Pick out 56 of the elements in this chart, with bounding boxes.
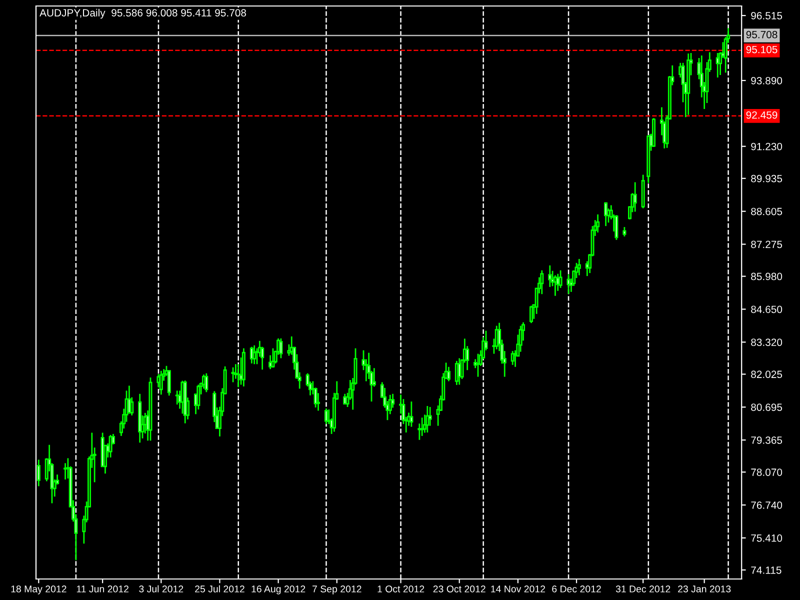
- y-tick-label: 75.410: [751, 534, 782, 542]
- candlestick: [633, 182, 637, 212]
- candlestick: [231, 366, 235, 383]
- y-tick-label: 74.115: [751, 566, 782, 574]
- y-tick-label: 84.650: [751, 306, 782, 314]
- ref-line-label: 95.708: [746, 30, 778, 38]
- ref-line-label: 92.459: [746, 111, 778, 119]
- x-tick-label: 14 Nov 2012: [491, 586, 546, 592]
- x-tick-label: 16 Aug 2012: [252, 586, 306, 594]
- y-tick-label: 88.605: [751, 208, 782, 216]
- x-tick-label: 25 Jul 2012: [195, 585, 244, 592]
- y-tick-label: 87.275: [751, 240, 782, 248]
- chart-title: AUDJPY,Daily 95.586 96.008 95.411 95.708: [40, 8, 246, 19]
- candlestick: [410, 400, 414, 428]
- y-tick-label: 80.695: [751, 404, 782, 411]
- x-tick-label: 23 Oct 2012: [433, 586, 486, 592]
- candlestick: [196, 384, 200, 410]
- x-tick-label: 18 May 2012: [11, 586, 66, 594]
- candlestick: [556, 273, 560, 292]
- x-tick-label: 1 Oct 2012: [378, 586, 424, 592]
- candlestick: [159, 370, 163, 396]
- candlestick: [622, 226, 626, 238]
- candlestick: [446, 366, 450, 382]
- ref-line-label: 95.105: [746, 46, 778, 54]
- y-tick-label: 96.515: [751, 12, 782, 20]
- y-tick-label: 78.070: [751, 468, 782, 476]
- y-tick-label: 83.320: [751, 338, 782, 346]
- candlestick: [426, 405, 430, 434]
- x-tick-label: 7 Sep 2012: [312, 586, 362, 594]
- candlestick: [252, 344, 256, 365]
- y-tick-label: 93.890: [751, 77, 782, 84]
- candlestick: [518, 325, 522, 352]
- x-tick-label: 31 Dec 2012: [616, 586, 670, 592]
- x-tick-label: 11 Jun 2012: [76, 586, 128, 592]
- candlestick: [167, 369, 171, 396]
- candlestick: [558, 270, 562, 289]
- candlestick: [614, 214, 618, 241]
- x-tick-label: 23 Jan 2013: [678, 586, 731, 592]
- candlestick: [476, 353, 480, 378]
- candlestick: [577, 258, 581, 276]
- candlestick: [64, 462, 68, 480]
- candlestick: [271, 348, 275, 368]
- y-tick-label: 89.935: [751, 174, 782, 182]
- x-tick-label: 6 Dec 2012: [552, 586, 601, 592]
- candlestick: [540, 270, 544, 295]
- y-tick-label: 85.980: [751, 272, 782, 280]
- candlestick: [420, 416, 424, 437]
- y-tick-label: 79.365: [751, 436, 782, 444]
- candlestick: [548, 264, 552, 288]
- candlestick: [596, 214, 600, 234]
- candlestick: [175, 390, 179, 406]
- candlestick: [529, 305, 534, 324]
- x-tick-label: 3 Jul 2012: [139, 585, 184, 592]
- y-tick-label: 82.025: [751, 370, 782, 378]
- y-tick-label: 91.230: [751, 142, 782, 150]
- y-tick-label: 76.740: [751, 501, 782, 509]
